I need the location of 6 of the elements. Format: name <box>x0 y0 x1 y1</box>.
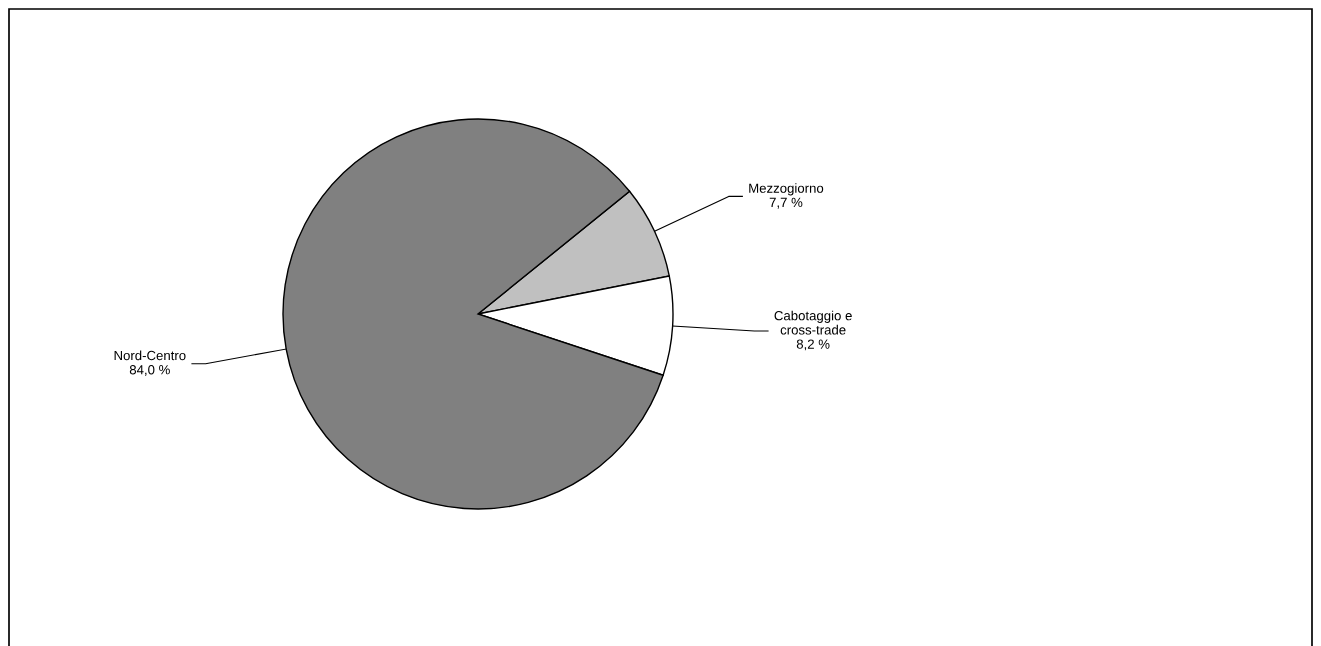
slice-label: Mezzogiorno <box>749 183 824 196</box>
data-label: 8,2 % <box>796 339 830 351</box>
slice-label: Cabotaggio e cross-trade <box>774 310 852 335</box>
data-label: 84,0 % <box>129 365 170 376</box>
data-label: 7,7 % <box>769 197 803 209</box>
slice-label: Nord-Centro <box>114 350 186 361</box>
